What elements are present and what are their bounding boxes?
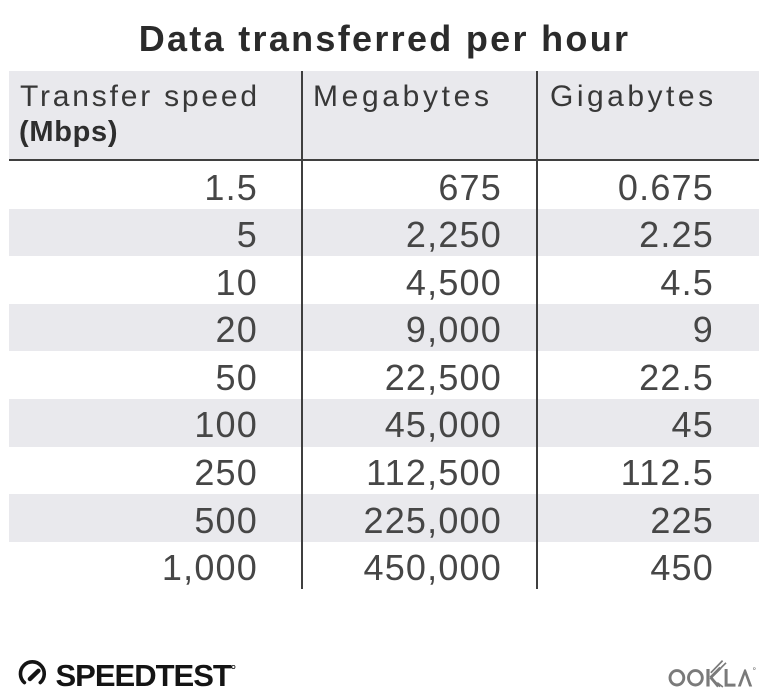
svg-text:SPEEDTEST: SPEEDTEST — [56, 658, 232, 693]
